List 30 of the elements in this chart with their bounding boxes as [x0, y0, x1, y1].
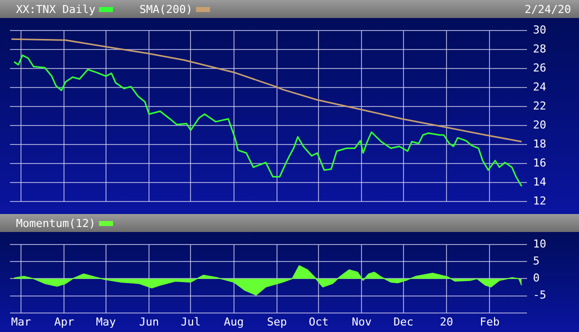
- x-tick-label: Nov: [352, 315, 372, 328]
- legend-label: Momentum(12): [16, 216, 96, 230]
- x-tick-label: Sep: [266, 315, 287, 328]
- x-tick-label: Mar: [11, 315, 32, 328]
- x-tick-label: Dec: [394, 315, 414, 328]
- y-tick-label: 0: [533, 272, 540, 285]
- y-tick-label: 22: [533, 99, 546, 112]
- y-tick-label: 12: [533, 194, 546, 208]
- x-tick-label: Apr: [54, 315, 75, 328]
- y-tick-label: 26: [533, 61, 546, 74]
- y-tick-label: 30: [533, 23, 546, 36]
- legend-label: SMA(200): [139, 2, 192, 16]
- x-tick-label: Jul: [180, 315, 201, 328]
- y-tick-label: 28: [533, 42, 546, 56]
- y-tick-label: 18: [533, 137, 546, 150]
- x-tick-label: Aug: [224, 315, 244, 328]
- y-tick-label: 20: [533, 118, 546, 132]
- text: 2/24/20: [524, 2, 571, 16]
- y-tick-label: -5: [533, 288, 546, 302]
- y-tick-label: 16: [533, 156, 546, 170]
- y-tick-label: 24: [533, 80, 547, 94]
- legend-label: XX:TNX Daily: [16, 2, 96, 16]
- y-tick-label: 14: [533, 175, 547, 188]
- x-tick-label: Oct: [308, 315, 329, 328]
- y-tick-label: 10: [533, 237, 546, 250]
- x-tick-label: Jun: [139, 315, 159, 328]
- x-tick-label: May: [96, 315, 116, 328]
- x-tick-label: 20: [440, 315, 454, 328]
- x-tick-label: Feb: [480, 315, 500, 328]
- y-tick-label: 5: [533, 254, 540, 268]
